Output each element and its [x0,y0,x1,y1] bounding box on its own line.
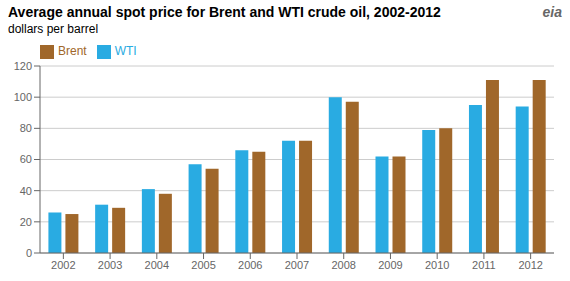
html-text:eia: eia [542,4,562,20]
html-text:dollars per barrel: dollars per barrel [8,22,98,36]
svg-text:80: 80 [20,122,32,134]
html-text:WTI: WTI [114,44,137,58]
svg-text:2005: 2005 [191,259,215,271]
svg-text:60: 60 [20,153,32,165]
svg-text:120: 120 [14,60,32,72]
svg-text:2009: 2009 [378,259,402,271]
svg-text:2008: 2008 [331,259,355,271]
svg-text:2006: 2006 [238,259,262,271]
svg-text:2012: 2012 [518,259,542,271]
svg-text:2002: 2002 [51,259,75,271]
svg-text:40: 40 [20,185,32,197]
svg-text:2004: 2004 [145,259,169,271]
svg-text:0: 0 [26,247,32,259]
svg-text:2007: 2007 [285,259,309,271]
svg-text:100: 100 [14,91,32,103]
html-text:Brent: Brent [58,44,87,58]
html-text:Average annual spot price for: Average annual spot price for Brent and … [8,4,441,20]
svg-text:2011: 2011 [472,259,496,271]
svg-text:2010: 2010 [425,259,449,271]
svg-text:2003: 2003 [98,259,122,271]
svg-text:20: 20 [20,216,32,228]
